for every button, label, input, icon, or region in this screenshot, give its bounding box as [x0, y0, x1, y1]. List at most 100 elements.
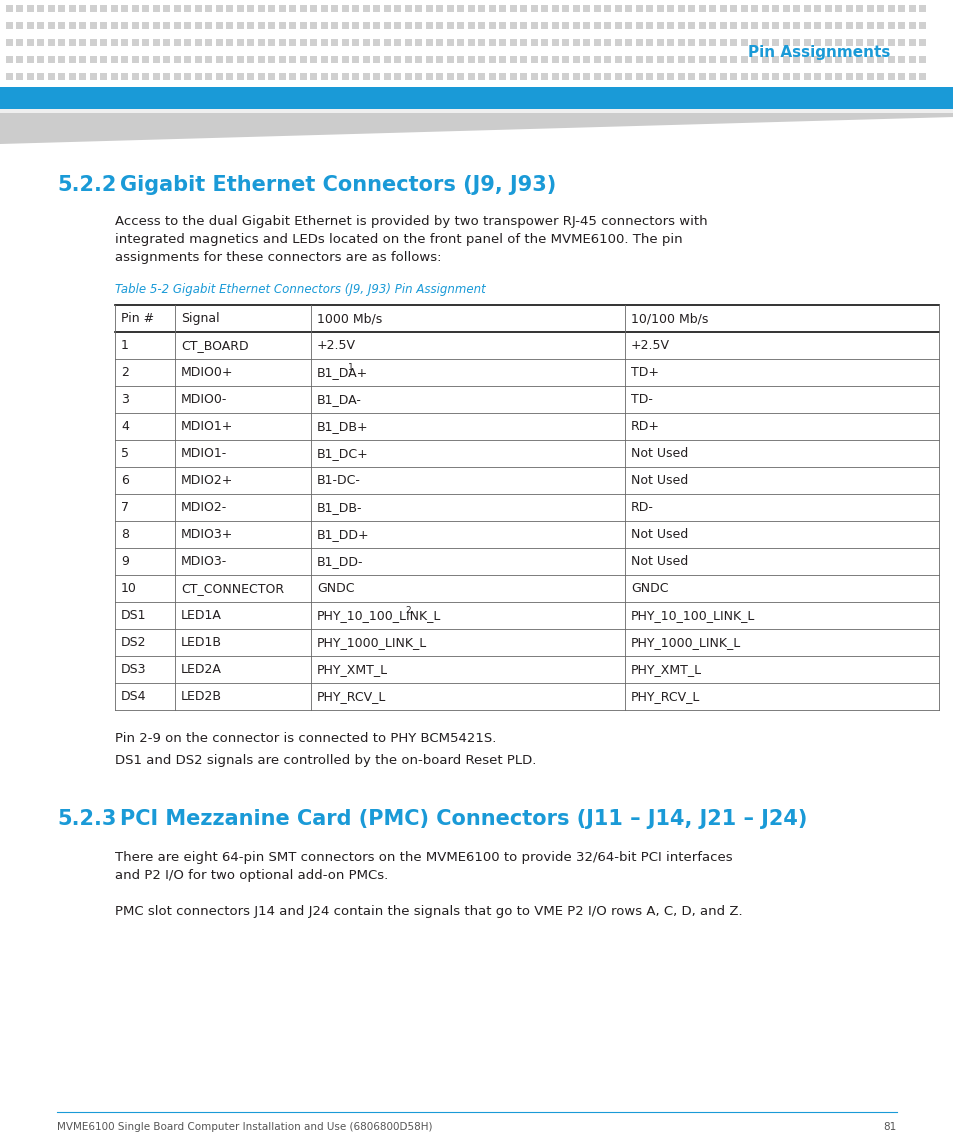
- Text: 4: 4: [121, 420, 129, 433]
- Bar: [289, 39, 296, 46]
- Bar: [866, 5, 873, 11]
- Text: Not Used: Not Used: [630, 528, 687, 540]
- Text: MDIO0-: MDIO0-: [181, 393, 227, 406]
- Bar: [289, 56, 296, 63]
- Text: integrated magnetics and LEDs located on the front panel of the MVME6100. The pi: integrated magnetics and LEDs located on…: [115, 232, 682, 246]
- Bar: [824, 5, 831, 11]
- Bar: [730, 5, 737, 11]
- Bar: [268, 5, 275, 11]
- Bar: [552, 5, 558, 11]
- Bar: [793, 39, 800, 46]
- Bar: [278, 39, 286, 46]
- Bar: [405, 22, 412, 29]
- Bar: [341, 73, 349, 80]
- Bar: [510, 22, 517, 29]
- Bar: [142, 5, 150, 11]
- Bar: [416, 73, 422, 80]
- Bar: [352, 56, 359, 63]
- Bar: [699, 22, 705, 29]
- Bar: [6, 56, 13, 63]
- Text: Not Used: Not Used: [630, 447, 687, 460]
- Text: B1_DC+: B1_DC+: [316, 447, 369, 460]
- Bar: [320, 22, 328, 29]
- Bar: [919, 5, 925, 11]
- Bar: [541, 73, 548, 80]
- Text: 7: 7: [121, 502, 129, 514]
- Bar: [374, 5, 380, 11]
- Bar: [887, 22, 894, 29]
- Bar: [320, 56, 328, 63]
- Bar: [478, 5, 485, 11]
- Bar: [363, 56, 370, 63]
- Bar: [121, 73, 129, 80]
- Bar: [594, 73, 600, 80]
- Text: B1_DA+: B1_DA+: [316, 366, 368, 379]
- Bar: [310, 73, 317, 80]
- Bar: [205, 56, 213, 63]
- Bar: [163, 5, 171, 11]
- Bar: [79, 39, 87, 46]
- Bar: [247, 39, 254, 46]
- Bar: [636, 56, 642, 63]
- Bar: [215, 56, 223, 63]
- Bar: [646, 56, 653, 63]
- Bar: [908, 5, 915, 11]
- Bar: [699, 56, 705, 63]
- Bar: [79, 73, 87, 80]
- Bar: [48, 5, 55, 11]
- Bar: [457, 5, 464, 11]
- Bar: [341, 39, 349, 46]
- Bar: [447, 22, 454, 29]
- Bar: [803, 56, 810, 63]
- Bar: [625, 73, 632, 80]
- Bar: [341, 5, 349, 11]
- Text: 5.2.3: 5.2.3: [57, 810, 116, 829]
- Bar: [6, 22, 13, 29]
- Bar: [814, 73, 821, 80]
- Text: MDIO3+: MDIO3+: [181, 528, 233, 540]
- Text: PMC slot connectors J14 and J24 contain the signals that go to VME P2 I/O rows A: PMC slot connectors J14 and J24 contain …: [115, 905, 741, 918]
- Bar: [236, 56, 244, 63]
- Bar: [740, 22, 747, 29]
- Bar: [416, 5, 422, 11]
- Bar: [6, 39, 13, 46]
- Bar: [709, 22, 716, 29]
- Bar: [615, 5, 621, 11]
- Bar: [289, 22, 296, 29]
- Bar: [69, 39, 76, 46]
- Text: MVME6100 Single Board Computer Installation and Use (6806800D58H): MVME6100 Single Board Computer Installat…: [57, 1122, 432, 1132]
- Bar: [489, 56, 496, 63]
- Bar: [226, 39, 233, 46]
- Text: 5.2.2: 5.2.2: [57, 175, 116, 195]
- Bar: [594, 22, 600, 29]
- Text: TD+: TD+: [630, 366, 659, 379]
- Bar: [657, 73, 663, 80]
- Bar: [447, 39, 454, 46]
- Bar: [573, 5, 579, 11]
- Bar: [6, 73, 13, 80]
- Bar: [615, 73, 621, 80]
- Bar: [90, 22, 97, 29]
- Bar: [341, 56, 349, 63]
- Bar: [247, 73, 254, 80]
- Bar: [90, 73, 97, 80]
- Bar: [405, 73, 412, 80]
- Bar: [447, 5, 454, 11]
- Text: MDIO1+: MDIO1+: [181, 420, 233, 433]
- Bar: [720, 73, 726, 80]
- Text: +2.5V: +2.5V: [316, 339, 355, 352]
- Bar: [457, 39, 464, 46]
- Bar: [814, 5, 821, 11]
- Bar: [688, 5, 695, 11]
- Text: DS3: DS3: [121, 663, 147, 676]
- Bar: [604, 22, 611, 29]
- Bar: [247, 56, 254, 63]
- Bar: [772, 56, 779, 63]
- Bar: [709, 39, 716, 46]
- Bar: [720, 22, 726, 29]
- Bar: [457, 73, 464, 80]
- Bar: [152, 73, 160, 80]
- Bar: [782, 39, 789, 46]
- Bar: [583, 22, 590, 29]
- Text: DS1: DS1: [121, 609, 147, 622]
